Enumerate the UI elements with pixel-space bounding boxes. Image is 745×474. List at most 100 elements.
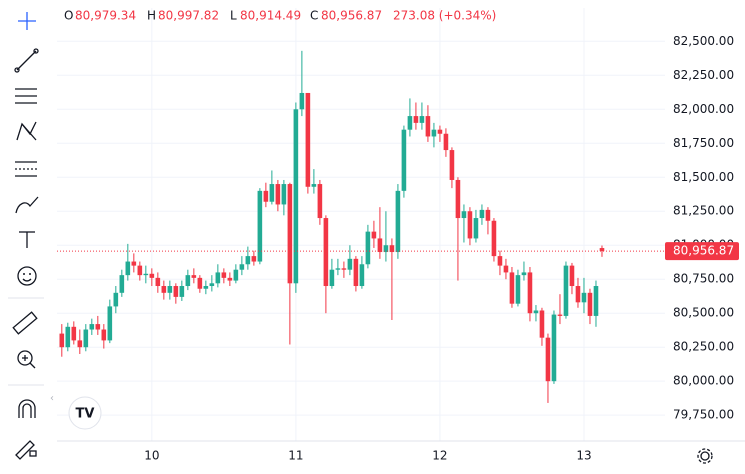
ruler-tool[interactable] (12, 311, 38, 335)
y-tick-label: 80,500.00 (673, 306, 734, 320)
candle-body (491, 220, 497, 257)
candle-body (197, 277, 203, 289)
candle-body (107, 306, 113, 341)
collapse-arrow[interactable]: ‹ (50, 393, 54, 404)
candle-body (461, 211, 467, 219)
settings-gear[interactable] (697, 448, 713, 464)
candle-body (509, 272, 515, 304)
candle-body (521, 272, 527, 276)
candle-body (539, 310, 545, 338)
candle-body (293, 109, 299, 284)
y-tick-label: 82,250.00 (673, 68, 734, 82)
candle-body (209, 283, 215, 287)
candle-body (497, 256, 503, 266)
candle-body (299, 92, 305, 110)
low-value: 80,914.49 (240, 9, 301, 23)
candle-body (305, 92, 311, 187)
candle-body (365, 231, 371, 265)
change-value: 273.08 (+0.34%) (393, 9, 496, 23)
x-tick-label: 10 (144, 449, 159, 463)
candle-body (311, 184, 317, 187)
candle-body (503, 265, 509, 273)
candle-body (401, 129, 407, 191)
y-tick-label: 80,750.00 (673, 272, 734, 286)
candle-body (95, 324, 101, 330)
candle-body (125, 261, 131, 276)
candle-body (329, 269, 335, 287)
close-value: 80,956.87 (321, 9, 382, 23)
y-tick-label: 79,750.00 (673, 408, 734, 422)
candle-body (167, 286, 173, 293)
x-tick-label: 11 (288, 449, 303, 463)
candle-body (221, 272, 227, 278)
prediction-tool[interactable] (15, 161, 37, 177)
candle-body (185, 275, 191, 287)
close-label: C (310, 9, 318, 23)
candle-body (431, 129, 437, 137)
magnet-tool[interactable] (18, 399, 36, 418)
candle-body (407, 116, 413, 130)
candle-body (551, 314, 557, 382)
candle-body (155, 277, 161, 287)
candle-body (317, 184, 323, 219)
emoji-tool[interactable] (17, 266, 37, 286)
candle-body (203, 286, 209, 289)
trendline-tool[interactable] (14, 48, 39, 73)
candle-body (383, 245, 389, 253)
last-price-label: 80,956.87 (673, 244, 734, 258)
candle-body (245, 256, 251, 265)
y-tick-label: 81,750.00 (673, 136, 734, 150)
candle-body (413, 116, 419, 123)
candle-body (215, 272, 221, 284)
candle-body (557, 314, 563, 316)
candle-body (191, 275, 197, 278)
open-value: 80,979.34 (75, 9, 136, 23)
svg-text:TV: TV (76, 407, 95, 422)
tradingview-logo[interactable]: TV (68, 396, 102, 430)
candle-body (353, 258, 359, 287)
crosshair-tool[interactable] (18, 12, 36, 30)
open-label: O (64, 9, 73, 23)
candle-body (251, 256, 257, 262)
candle-body (269, 184, 275, 202)
last-price-tag (665, 242, 739, 261)
plot-area (57, 8, 665, 441)
y-tick-label: 80,000.00 (673, 374, 734, 388)
fib-tool[interactable] (15, 88, 37, 104)
candle-body (323, 218, 329, 287)
candle-body (443, 133, 449, 151)
zoom-tool[interactable] (17, 350, 36, 369)
candle-body (527, 272, 533, 314)
candle-body (437, 129, 443, 134)
brush-tool[interactable] (15, 196, 39, 214)
pattern-tool[interactable] (16, 121, 37, 141)
toolbar: ‹ (8, 12, 54, 460)
candle-body (59, 333, 65, 348)
y-tick-label: 81,500.00 (673, 170, 734, 184)
draw-lock-tool[interactable] (15, 440, 37, 460)
candle-body (83, 329, 89, 348)
candle-body (275, 184, 281, 205)
candle-body (335, 268, 341, 270)
candle-body (161, 286, 167, 293)
candle-body (479, 209, 485, 219)
candle-body (89, 324, 95, 330)
y-tick-label: 82,000.00 (673, 102, 734, 116)
candle-body (71, 326, 77, 341)
text-tool[interactable] (19, 231, 35, 248)
candle-body (227, 277, 233, 281)
y-tick-label: 82,500.00 (673, 34, 734, 48)
high-label: H (147, 9, 156, 23)
candle-body (473, 218, 479, 239)
candle-body (389, 245, 395, 253)
candle-body (377, 238, 383, 253)
candle-body (173, 286, 179, 297)
candle-body (77, 340, 83, 348)
candle-body (131, 261, 137, 266)
candle-body (569, 265, 575, 287)
candle-body (425, 116, 431, 137)
candle-body (449, 150, 455, 180)
candle-body (263, 190, 269, 202)
high-value: 80,997.82 (158, 9, 219, 23)
